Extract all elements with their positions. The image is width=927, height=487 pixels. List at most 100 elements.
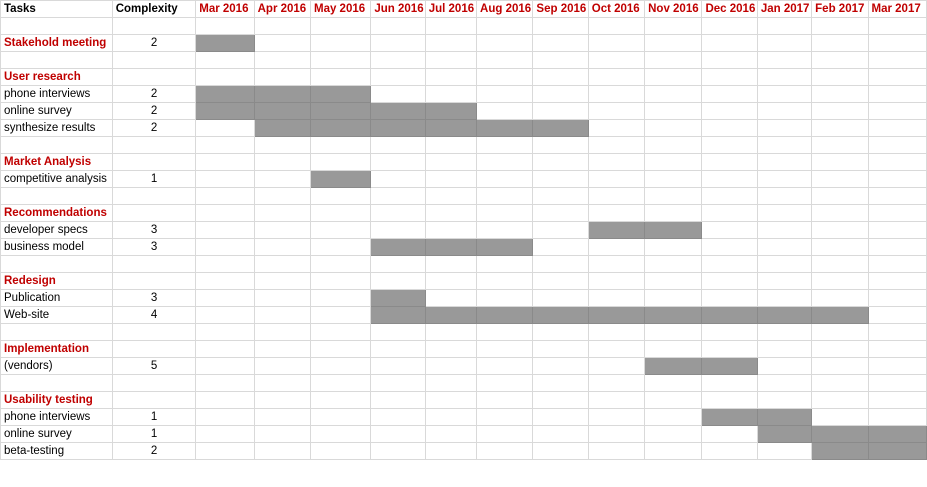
grid-cell[interactable] xyxy=(370,34,426,52)
grid-cell[interactable] xyxy=(424,136,478,154)
grid-cell[interactable] xyxy=(195,340,255,358)
task-label[interactable] xyxy=(0,255,113,273)
grid-cell[interactable] xyxy=(811,153,869,171)
grid-cell[interactable] xyxy=(253,17,311,35)
complexity-cell[interactable] xyxy=(111,340,197,358)
grid-cell[interactable] xyxy=(644,255,703,273)
grid-cell[interactable] xyxy=(756,391,813,409)
grid-cell[interactable] xyxy=(867,153,927,171)
task-label[interactable] xyxy=(0,17,113,35)
grid-cell[interactable] xyxy=(195,153,255,171)
grid-cell[interactable] xyxy=(424,425,478,443)
grid-cell[interactable] xyxy=(476,68,534,86)
grid-cell[interactable] xyxy=(532,136,589,154)
grid-cell[interactable] xyxy=(701,272,758,290)
grid-cell[interactable] xyxy=(309,391,372,409)
grid-cell[interactable] xyxy=(424,408,478,426)
grid-cell[interactable] xyxy=(476,289,534,307)
grid-cell[interactable] xyxy=(867,102,927,120)
complexity-cell[interactable]: 1 xyxy=(111,408,197,426)
grid-cell[interactable] xyxy=(424,187,478,205)
grid-cell[interactable] xyxy=(532,340,589,358)
grid-cell[interactable] xyxy=(195,119,255,137)
task-label[interactable]: competitive analysis xyxy=(0,170,113,188)
grid-cell[interactable] xyxy=(811,34,869,52)
grid-cell[interactable] xyxy=(587,17,646,35)
grid-cell[interactable] xyxy=(476,272,534,290)
grid-cell[interactable] xyxy=(309,340,372,358)
grid-cell[interactable] xyxy=(532,442,589,460)
gantt-bar-cell[interactable] xyxy=(867,442,927,460)
group-label[interactable]: Implementation xyxy=(0,340,113,358)
grid-cell[interactable] xyxy=(424,17,478,35)
grid-cell[interactable] xyxy=(253,187,311,205)
group-label[interactable]: User research xyxy=(0,68,113,86)
task-label[interactable] xyxy=(0,136,113,154)
grid-cell[interactable] xyxy=(476,187,534,205)
complexity-cell[interactable]: 2 xyxy=(111,102,197,120)
task-label[interactable]: Publication xyxy=(0,289,113,307)
grid-cell[interactable] xyxy=(867,391,927,409)
grid-cell[interactable] xyxy=(701,102,758,120)
complexity-cell[interactable]: 3 xyxy=(111,238,197,256)
gantt-bar-cell[interactable] xyxy=(309,102,372,120)
grid-cell[interactable] xyxy=(811,170,869,188)
grid-cell[interactable] xyxy=(309,255,372,273)
complexity-cell[interactable] xyxy=(111,136,197,154)
gantt-bar-cell[interactable] xyxy=(867,425,927,443)
grid-cell[interactable] xyxy=(476,425,534,443)
grid-cell[interactable] xyxy=(370,272,426,290)
grid-cell[interactable] xyxy=(756,221,813,239)
grid-cell[interactable] xyxy=(424,391,478,409)
complexity-cell[interactable] xyxy=(111,391,197,409)
grid-cell[interactable] xyxy=(532,221,589,239)
grid-cell[interactable] xyxy=(811,204,869,222)
grid-cell[interactable] xyxy=(644,170,703,188)
grid-cell[interactable] xyxy=(587,204,646,222)
task-label[interactable]: business model xyxy=(0,238,113,256)
month-header[interactable]: May 2016 xyxy=(309,0,372,18)
task-label[interactable] xyxy=(0,374,113,392)
grid-cell[interactable] xyxy=(532,323,589,341)
grid-cell[interactable] xyxy=(370,357,426,375)
grid-cell[interactable] xyxy=(532,204,589,222)
grid-cell[interactable] xyxy=(309,374,372,392)
grid-cell[interactable] xyxy=(701,289,758,307)
grid-cell[interactable] xyxy=(424,153,478,171)
complexity-cell[interactable]: 5 xyxy=(111,357,197,375)
grid-cell[interactable] xyxy=(195,374,255,392)
grid-cell[interactable] xyxy=(253,391,311,409)
grid-cell[interactable] xyxy=(811,136,869,154)
grid-cell[interactable] xyxy=(195,17,255,35)
grid-cell[interactable] xyxy=(309,238,372,256)
grid-cell[interactable] xyxy=(424,340,478,358)
complexity-cell[interactable]: 3 xyxy=(111,221,197,239)
month-header[interactable]: Nov 2016 xyxy=(644,0,703,18)
gantt-bar-cell[interactable] xyxy=(370,289,426,307)
grid-cell[interactable] xyxy=(701,374,758,392)
complexity-cell[interactable]: 2 xyxy=(111,85,197,103)
task-label[interactable]: beta-testing xyxy=(0,442,113,460)
grid-cell[interactable] xyxy=(424,289,478,307)
grid-cell[interactable] xyxy=(253,238,311,256)
grid-cell[interactable] xyxy=(476,102,534,120)
task-label[interactable]: phone interviews xyxy=(0,85,113,103)
grid-cell[interactable] xyxy=(309,442,372,460)
month-header[interactable]: Jun 2016 xyxy=(370,0,426,18)
gantt-bar-cell[interactable] xyxy=(370,306,426,324)
grid-cell[interactable] xyxy=(532,187,589,205)
grid-cell[interactable] xyxy=(424,442,478,460)
grid-cell[interactable] xyxy=(587,68,646,86)
grid-cell[interactable] xyxy=(370,391,426,409)
grid-cell[interactable] xyxy=(424,204,478,222)
grid-cell[interactable] xyxy=(701,340,758,358)
gantt-bar-cell[interactable] xyxy=(476,238,534,256)
gantt-bar-cell[interactable] xyxy=(644,221,703,239)
gantt-bar-cell[interactable] xyxy=(424,119,478,137)
grid-cell[interactable] xyxy=(644,323,703,341)
group-label[interactable]: Redesign xyxy=(0,272,113,290)
grid-cell[interactable] xyxy=(756,374,813,392)
gantt-bar-cell[interactable] xyxy=(811,425,869,443)
grid-cell[interactable] xyxy=(253,51,311,69)
grid-cell[interactable] xyxy=(811,221,869,239)
